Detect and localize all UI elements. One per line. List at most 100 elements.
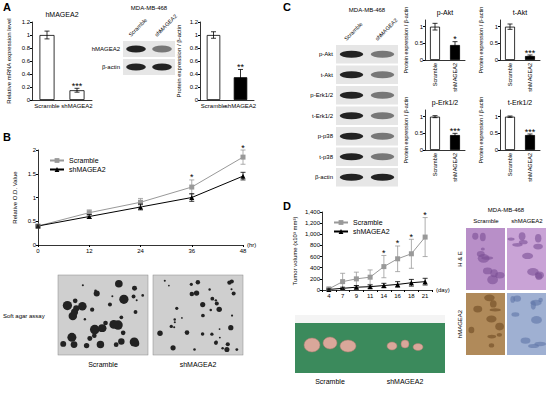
- svg-text:shMAGEA2: shMAGEA2: [180, 361, 217, 368]
- svg-text:Scramble: Scramble: [34, 103, 60, 109]
- svg-text:16: 16: [394, 293, 401, 299]
- svg-text:Relative O.D. Value: Relative O.D. Value: [12, 171, 18, 224]
- svg-text:Scramble: Scramble: [69, 157, 99, 164]
- svg-text:1: 1: [420, 24, 424, 30]
- svg-text:Protein expression / β-actin: Protein expression / β-actin: [478, 97, 484, 164]
- svg-text:B: B: [3, 131, 11, 143]
- svg-text:0.5: 0.5: [490, 130, 499, 136]
- svg-text:0.4: 0.4: [190, 71, 199, 77]
- svg-text:Scramble: Scramble: [343, 21, 364, 42]
- svg-text:shMAGEA2: shMAGEA2: [527, 153, 533, 182]
- svg-text:β-actin: β-actin: [315, 174, 333, 180]
- svg-text:7: 7: [341, 293, 345, 299]
- svg-text:p-Akt: p-Akt: [319, 51, 333, 57]
- svg-text:*: *: [423, 210, 427, 220]
- svg-text:0: 0: [420, 57, 424, 63]
- svg-text:0.5: 0.5: [415, 40, 424, 46]
- svg-text:Scramble: Scramble: [353, 219, 383, 226]
- svg-text:hMAGEA2: hMAGEA2: [92, 46, 121, 52]
- svg-text:800: 800: [310, 242, 321, 248]
- svg-text:Protein expression / β-actin: Protein expression / β-actin: [478, 7, 484, 74]
- svg-text:C: C: [283, 1, 291, 13]
- svg-text:1.2: 1.2: [22, 19, 31, 25]
- svg-text:Scramble: Scramble: [432, 63, 438, 86]
- svg-text:Soft agar assay: Soft agar assay: [3, 313, 45, 319]
- svg-text:0.6: 0.6: [22, 58, 31, 64]
- svg-text:*: *: [396, 238, 400, 248]
- svg-text:p-Akt: p-Akt: [437, 9, 453, 17]
- svg-text:Scramble: Scramble: [432, 153, 438, 176]
- svg-text:Tumor volume (x10³ mm³): Tumor volume (x10³ mm³): [292, 216, 298, 285]
- svg-text:***: ***: [72, 81, 83, 91]
- svg-text:hMAGEA2: hMAGEA2: [45, 11, 78, 18]
- svg-text:t-Erk1/2: t-Erk1/2: [312, 113, 334, 119]
- svg-text:Scramble: Scramble: [201, 103, 227, 109]
- svg-text:t-Akt: t-Akt: [513, 9, 527, 16]
- svg-text:Protein expression / β-actin: Protein expression / β-actin: [176, 25, 182, 98]
- svg-text:shMAGEA2: shMAGEA2: [69, 166, 106, 173]
- svg-text:0.6: 0.6: [190, 58, 199, 64]
- svg-text:Scramble: Scramble: [507, 153, 513, 176]
- svg-text:t-Akt: t-Akt: [321, 72, 334, 78]
- svg-text:11: 11: [367, 293, 374, 299]
- svg-text:400: 400: [310, 265, 321, 271]
- svg-text:shMAGEA2: shMAGEA2: [374, 17, 399, 42]
- svg-text:**: **: [237, 62, 245, 72]
- svg-text:shMAGEA2: shMAGEA2: [511, 218, 543, 224]
- svg-text:0.2: 0.2: [22, 84, 31, 90]
- svg-text:1.5: 1.5: [28, 171, 37, 177]
- svg-text:β-actin: β-actin: [102, 64, 120, 70]
- svg-text:1: 1: [420, 114, 424, 120]
- svg-text:1: 1: [495, 24, 499, 30]
- svg-text:1,000: 1,000: [305, 231, 321, 237]
- svg-text:MDA-MB-468: MDA-MB-468: [131, 5, 168, 11]
- svg-text:MDA-MB-468: MDA-MB-468: [349, 7, 386, 13]
- svg-text:0.5: 0.5: [415, 130, 424, 136]
- svg-text:2: 2: [33, 147, 37, 153]
- svg-text:(day): (day): [436, 287, 450, 293]
- svg-text:0.8: 0.8: [22, 45, 31, 51]
- svg-text:shMAGEA2: shMAGEA2: [452, 153, 458, 182]
- svg-text:shMAGEA2: shMAGEA2: [387, 378, 424, 385]
- svg-text:shMAGEA2: shMAGEA2: [153, 13, 178, 38]
- svg-text:24: 24: [137, 248, 144, 254]
- svg-text:12: 12: [86, 248, 93, 254]
- svg-text:0.5: 0.5: [28, 218, 37, 224]
- svg-text:shMAGEA2: shMAGEA2: [61, 103, 93, 109]
- svg-text:p-Erk1/2: p-Erk1/2: [432, 99, 459, 107]
- svg-text:Scramble: Scramble: [127, 17, 148, 38]
- svg-text:0: 0: [195, 97, 199, 103]
- svg-text:*: *: [410, 232, 414, 242]
- svg-text:0.4: 0.4: [22, 71, 31, 77]
- svg-text:1.2: 1.2: [190, 19, 199, 25]
- svg-text:200: 200: [310, 276, 321, 282]
- svg-text:Scramble: Scramble: [473, 218, 499, 224]
- svg-text:1: 1: [495, 114, 499, 120]
- svg-text:0: 0: [27, 97, 31, 103]
- svg-text:9: 9: [355, 293, 359, 299]
- svg-text:*: *: [382, 248, 386, 258]
- svg-text:Scramble: Scramble: [315, 378, 345, 385]
- svg-text:shMAGEA2: shMAGEA2: [452, 63, 458, 92]
- svg-text:14: 14: [381, 293, 388, 299]
- svg-text:(hr): (hr): [247, 242, 256, 248]
- svg-text:t-p38: t-p38: [319, 154, 333, 160]
- svg-text:*: *: [190, 172, 194, 182]
- svg-text:p-p38: p-p38: [318, 133, 334, 139]
- svg-text:0: 0: [36, 248, 40, 254]
- svg-text:1,200: 1,200: [305, 220, 321, 226]
- svg-text:***: ***: [450, 126, 461, 136]
- svg-text:Protein expression / β-actin: Protein expression / β-actin: [403, 7, 409, 74]
- svg-text:36: 36: [188, 248, 195, 254]
- svg-text:0.5: 0.5: [490, 40, 499, 46]
- svg-text:0.2: 0.2: [190, 84, 199, 90]
- svg-text:D: D: [283, 200, 291, 212]
- svg-text:21: 21: [422, 293, 429, 299]
- svg-text:0: 0: [495, 147, 499, 153]
- svg-text:shMAGEA2: shMAGEA2: [225, 103, 257, 109]
- svg-text:1: 1: [27, 32, 31, 38]
- svg-text:Protein expression / β-actin: Protein expression / β-actin: [403, 97, 409, 164]
- svg-text:1: 1: [195, 32, 199, 38]
- svg-text:0: 0: [317, 287, 321, 293]
- svg-text:*: *: [241, 143, 245, 153]
